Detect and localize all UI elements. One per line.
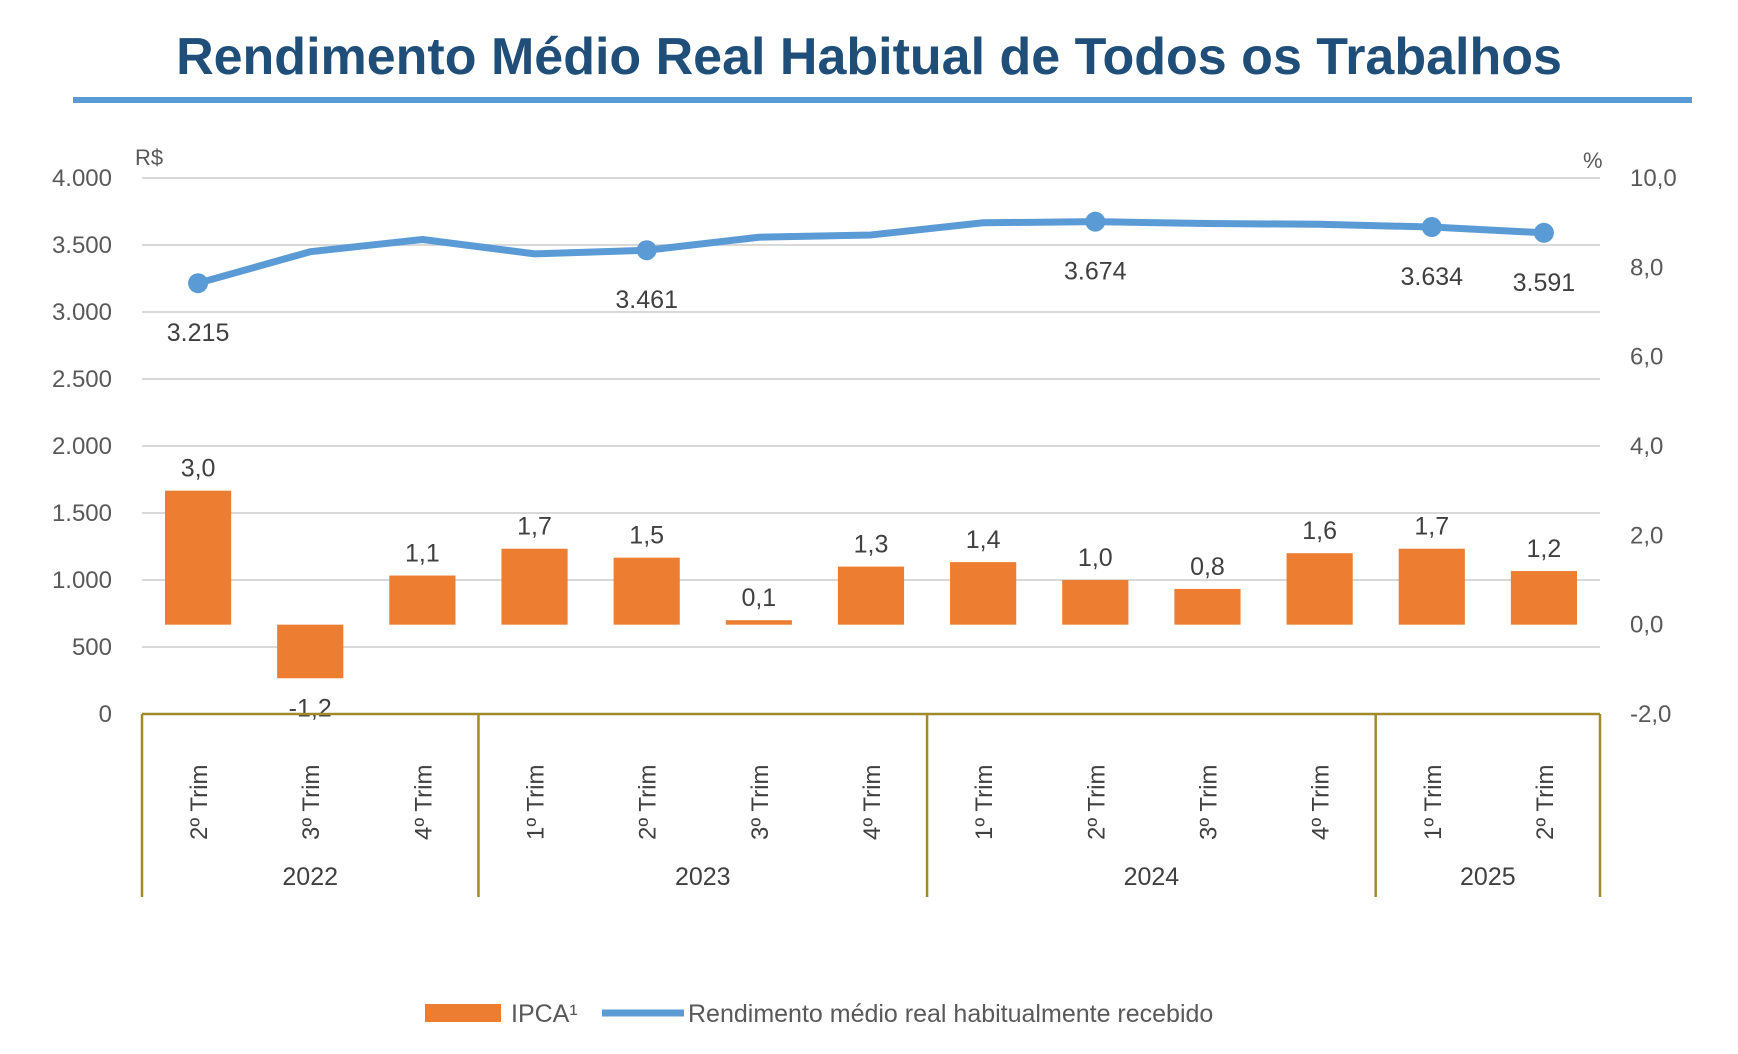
left-tick-label: 1.500 [52,500,112,527]
bar-data-label: 1,5 [629,522,664,550]
left-tick-label: 0 [99,701,112,728]
bar-data-label: 1,2 [1527,535,1562,563]
bar-data-label: 1,1 [405,540,440,568]
category-label: 4º Trim [859,765,886,840]
left-tick-label: 3.500 [52,232,112,259]
line-rendimento [197,218,1545,287]
line-data-label: 3.634 [1400,263,1463,291]
year-label: 2024 [1124,863,1180,891]
category-label: 3º Trim [747,765,774,840]
bar-ipca [1398,548,1465,625]
bar-data-label: 1,6 [1302,517,1337,545]
category-label: 1º Trim [971,765,998,840]
left-tick-label: 3.000 [52,299,112,326]
bar-ipca [1062,580,1129,625]
category-label: 1º Trim [1420,765,1447,840]
bar-data-label: 1,7 [517,513,552,541]
bar-data-label: 1,4 [966,526,1001,554]
category-label: 1º Trim [523,765,550,840]
right-axis-unit: % [1583,148,1603,173]
left-axis-unit: R$ [135,145,163,170]
year-label: 2025 [1460,863,1516,891]
bar-data-label: 0,1 [741,584,776,612]
bar-ipca [164,490,232,625]
bar-ipca [1174,588,1241,625]
category-label: 2º Trim [1532,765,1559,840]
bar-ipca [837,566,905,625]
bar-ipca [725,620,792,625]
bar-data-label: -1,2 [289,694,332,722]
category-label: 2º Trim [1083,765,1110,840]
bar-ipca [1510,571,1578,625]
category-label: 2º Trim [186,765,213,840]
bar-ipca [277,624,344,679]
bar-ipca [950,562,1017,625]
year-label: 2022 [282,863,338,891]
line-data-label: 3.215 [167,319,230,347]
legend-label-ipca: IPCA¹ [511,1000,578,1028]
line-data-label: 3.674 [1064,258,1127,286]
line-marker [1533,222,1554,243]
line-marker [1085,211,1106,232]
left-tick-label: 2.000 [52,433,112,460]
legend-label-rendimento: Rendimento médio real habitualmente rece… [688,1000,1213,1028]
bar-data-label: 1,0 [1078,544,1113,572]
bar-data-label: 0,8 [1190,553,1225,581]
year-label: 2023 [675,863,731,891]
left-tick-label: 1.000 [52,567,112,594]
right-tick-label: 10,0 [1630,165,1677,192]
category-label: 3º Trim [298,765,325,840]
bar-data-label: 3,0 [181,455,216,483]
bar-ipca [501,548,568,625]
right-tick-label: 2,0 [1630,522,1663,549]
category-label: 2º Trim [635,765,662,840]
category-label: 4º Trim [410,765,437,840]
right-tick-label: 4,0 [1630,433,1663,460]
category-label: 3º Trim [1195,765,1222,840]
line-data-label: 3.461 [615,286,678,314]
line-marker [188,273,209,294]
bar-ipca [389,575,456,625]
bar-data-label: 1,3 [854,531,889,559]
right-tick-label: 8,0 [1630,254,1663,281]
bar-ipca [1286,553,1353,625]
line-marker [636,240,657,261]
legend-swatch-ipca [425,1004,501,1022]
left-tick-label: 4.000 [52,165,112,192]
line-marker [1421,217,1442,238]
right-tick-label: 6,0 [1630,344,1663,371]
left-tick-label: 500 [72,634,112,661]
bar-ipca [613,557,680,625]
bar-data-label: 1,7 [1414,513,1449,541]
left-tick-label: 2.500 [52,366,112,393]
category-label: 4º Trim [1308,765,1335,840]
chart-title: Rendimento Médio Real Habitual de Todos … [176,28,1562,86]
right-tick-label: 0,0 [1630,612,1663,639]
right-tick-label: -2,0 [1630,701,1671,728]
line-data-label: 3.591 [1513,269,1576,297]
